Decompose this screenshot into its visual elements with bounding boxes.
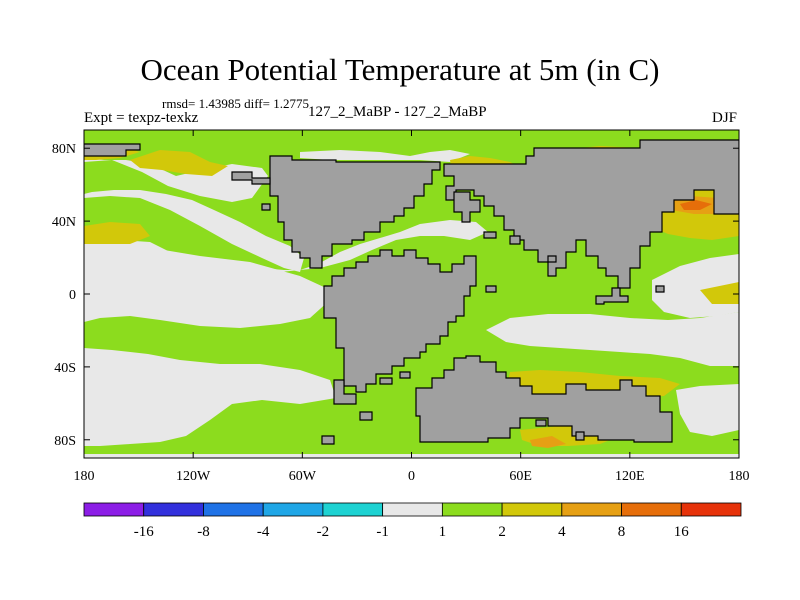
y-tick-label: 40N xyxy=(52,215,76,230)
x-tick-label: 120E xyxy=(615,469,645,484)
x-tick-label: 120W xyxy=(176,469,211,484)
colorbar-swatch xyxy=(143,502,204,517)
experiment-label: Expt = texpz-texkz xyxy=(84,110,199,126)
neutral-region xyxy=(486,312,739,366)
warm-region xyxy=(84,222,150,244)
landmass-antarctica xyxy=(415,355,673,443)
landmass-eurasia xyxy=(443,139,739,289)
colorbar-swatch xyxy=(621,502,682,517)
x-tick-label: 180 xyxy=(729,469,750,484)
neutral-regions xyxy=(84,150,739,458)
landmass-arctic-island xyxy=(231,171,271,185)
runs-label: 127_2_MaBP - 127_2_MaBP xyxy=(308,104,487,120)
colorbar-label: 1 xyxy=(439,524,447,540)
y-tick-label: 80S xyxy=(54,434,76,449)
landmass-island-mid xyxy=(483,231,497,239)
band-8-16-regions xyxy=(680,200,712,210)
colorbar-swatch xyxy=(561,502,622,517)
colorbar-swatch xyxy=(203,502,264,517)
landmass-south-america xyxy=(323,249,477,393)
landmass-island-small xyxy=(261,203,271,211)
colorbar-label: 8 xyxy=(618,524,626,540)
map-plot-area xyxy=(84,130,739,458)
x-tick-label: 60W xyxy=(289,469,317,484)
landmass-australia xyxy=(595,287,629,305)
warm-region xyxy=(130,150,228,176)
x-tick-label: 60E xyxy=(509,469,532,484)
colorbar-swatch xyxy=(262,502,324,517)
landmass-southern-islands xyxy=(575,431,585,441)
colorbar-label: -16 xyxy=(134,524,154,540)
colorbar-swatch xyxy=(680,502,742,517)
colorbar-label: 4 xyxy=(558,524,566,540)
colorbar-label: -1 xyxy=(376,524,389,540)
x-tick-label: 180 xyxy=(74,469,95,484)
y-tick-label: 0 xyxy=(69,288,76,303)
landmass-island-mid xyxy=(547,255,557,263)
landmass-southern-islands xyxy=(399,371,411,379)
warm-region xyxy=(700,282,739,304)
land-masses xyxy=(84,139,739,445)
colorbar-swatch xyxy=(441,502,503,517)
neutral-region xyxy=(676,384,739,436)
hot-region xyxy=(530,436,566,448)
colorbar-label: 2 xyxy=(498,524,506,540)
landmass-island-east xyxy=(655,285,665,293)
landmass-southern-islands xyxy=(535,419,547,427)
colorbar-swatch xyxy=(501,502,563,517)
landmass-southern-peninsula xyxy=(333,379,357,405)
landmass-north-america xyxy=(269,155,441,269)
colorbar-label: 16 xyxy=(674,524,690,540)
colorbar-swatch xyxy=(322,502,384,517)
hottest-region xyxy=(680,200,712,210)
x-tick-label: 0 xyxy=(408,469,415,484)
landmass-greenland xyxy=(84,143,141,157)
colorbar: -16 -8 -4 -2 -1 1 2 4 8 16 xyxy=(83,502,742,540)
neutral-region xyxy=(300,150,470,162)
y-axis: 80N 40N 0 40S 80S xyxy=(52,142,739,449)
x-axis: 180 120W 60W 0 60E 120E 180 xyxy=(74,130,750,484)
neutral-region xyxy=(84,348,336,446)
landmass-africa-australia xyxy=(485,285,497,293)
landmass-southern-islands xyxy=(379,377,393,385)
colorbar-label: -4 xyxy=(257,524,270,540)
landmass-southern-islands xyxy=(321,435,335,445)
map-title: Ocean Potential Temperature at 5m (in C) xyxy=(140,52,660,87)
neutral-region xyxy=(84,190,304,272)
colorbar-swatch xyxy=(382,502,443,517)
y-tick-label: 40S xyxy=(54,361,76,376)
colorbar-label: -2 xyxy=(317,524,330,540)
landmass-southern-islands xyxy=(359,411,373,421)
landmass-europe-west xyxy=(453,191,481,223)
y-tick-label: 80N xyxy=(52,142,76,157)
neutral-region xyxy=(84,246,330,328)
colorbar-label: -8 xyxy=(197,524,210,540)
colorbar-swatch xyxy=(83,502,145,517)
landmass-island-mid xyxy=(509,235,521,245)
season-label: DJF xyxy=(712,110,738,126)
stats-text: rmsd= 1.43985 diff= 1.2775 xyxy=(162,96,309,111)
